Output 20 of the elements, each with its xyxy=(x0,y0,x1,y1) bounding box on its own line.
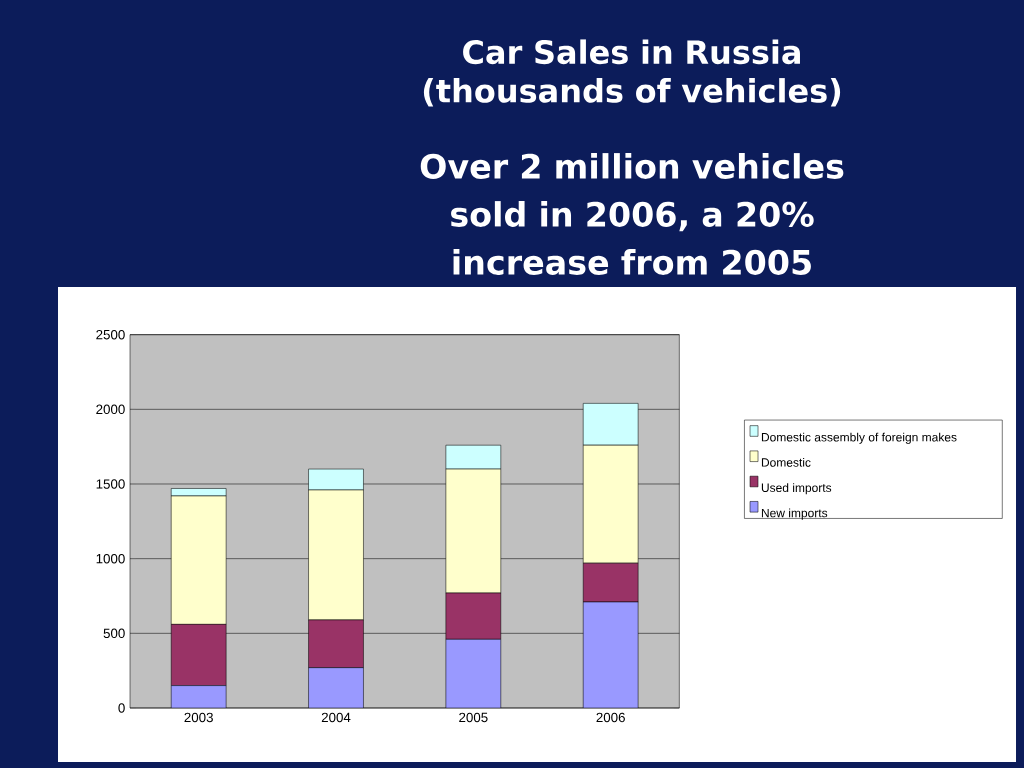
legend-label: New imports xyxy=(761,508,828,520)
bar xyxy=(445,639,502,708)
bar xyxy=(308,667,364,708)
y-tick-label: 500 xyxy=(103,628,125,639)
y-tick-label: 0 xyxy=(118,703,125,713)
chart-subtitle: Over 2 million vehicles sold in 2006, a 20% increase from 2005 xyxy=(420,153,844,275)
bar xyxy=(582,601,639,708)
y-tick-label: 1500 xyxy=(96,479,125,489)
legend-label: Domestic xyxy=(761,457,811,467)
bar xyxy=(170,685,227,708)
y-tick-label: 2500 xyxy=(96,329,125,340)
legend-label: Used imports xyxy=(761,483,832,495)
chart-title: Car Sales in Russia (thousands of vehicles) xyxy=(423,39,841,107)
x-tick-label: 2006 xyxy=(596,712,625,723)
x-tick-label: 2003 xyxy=(184,712,213,723)
x-tick-label: 2004 xyxy=(321,712,351,723)
legend-label: Domestic assembly of foreign makes xyxy=(761,432,957,444)
y-tick-label: 1000 xyxy=(96,553,125,564)
y-tick-label: 2000 xyxy=(96,404,125,415)
x-tick-label: 2005 xyxy=(459,712,488,723)
